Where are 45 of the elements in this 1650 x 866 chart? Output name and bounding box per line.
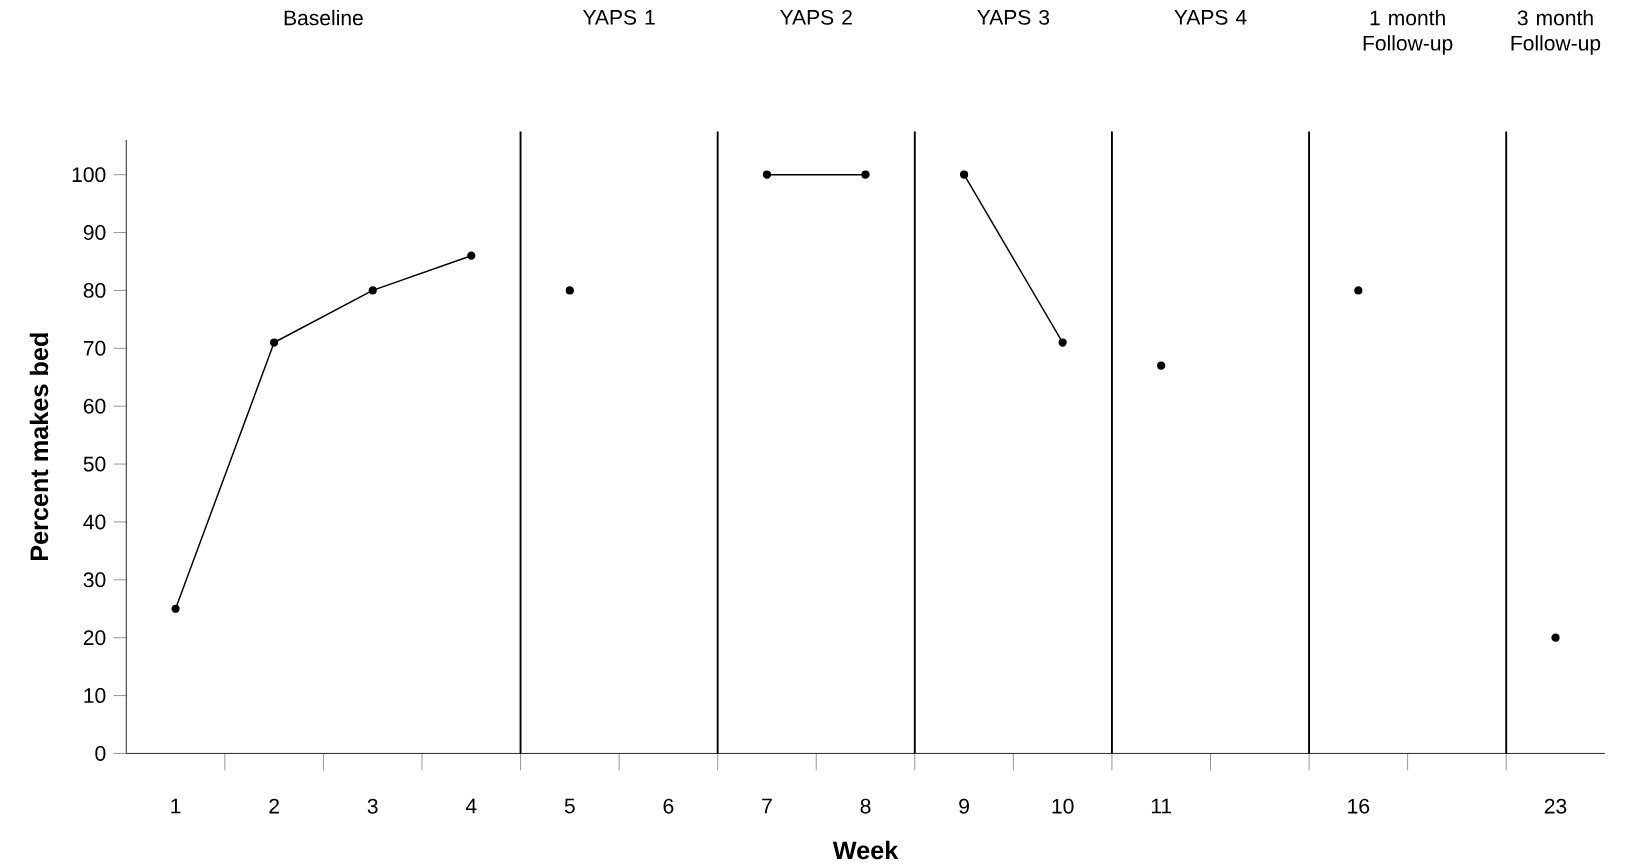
text: 1 month Follow-up: [1363, 9, 1453, 55]
point: [762, 170, 772, 179]
x-tick-label: 23: [1544, 798, 1567, 814]
text: 3 month Follow-up: [1511, 9, 1601, 55]
point: [467, 251, 476, 260]
point: [565, 286, 574, 295]
point: [1354, 286, 1363, 295]
text: YAPS 2: [780, 9, 852, 25]
y-tick-label: 20: [83, 630, 106, 645]
point: [1551, 633, 1560, 642]
point: [270, 338, 279, 347]
point: [171, 604, 180, 613]
x-tick-label: 4: [465, 798, 477, 814]
y-tick-label: 70: [83, 340, 106, 356]
point: [861, 170, 870, 179]
y-tick-label: 60: [83, 398, 106, 414]
point: [1058, 338, 1067, 347]
text: YAPS 3: [977, 9, 1050, 25]
text: YAPS 1: [582, 9, 655, 25]
text: YAPS 4: [1174, 9, 1247, 25]
x-tick-label: 7: [762, 798, 772, 814]
x-tick-label: 2: [269, 798, 279, 814]
y-tick-label: 0: [95, 745, 106, 761]
y-tick-label: 100: [72, 167, 106, 182]
x-tick-label: 3: [367, 798, 378, 814]
point: [1157, 361, 1166, 370]
y-tick-label: 80: [83, 282, 106, 298]
x-tick-label: 16: [1348, 798, 1370, 814]
y-tick-label: 30: [83, 572, 106, 588]
y-tick-label: 40: [83, 514, 106, 530]
point: [959, 170, 969, 179]
x-tick-label: 9: [959, 798, 969, 814]
y-tick-label: 10: [84, 687, 106, 703]
y-tick-label: 90: [83, 224, 106, 240]
point: [368, 286, 377, 295]
x-tick-label: 11: [1151, 798, 1172, 814]
text: Baseline: [284, 9, 363, 26]
x-tick-label: 10: [1052, 798, 1074, 814]
x-tick-label: 6: [663, 798, 674, 814]
y-axis-title: Percent makes bed: [29, 333, 49, 560]
x-axis-title: Week: [832, 840, 899, 860]
x-tick-label: 8: [860, 798, 871, 814]
x-tick-label: 5: [564, 798, 575, 814]
x-tick-label: 1: [171, 798, 181, 814]
y-tick-label: 50: [83, 456, 106, 472]
